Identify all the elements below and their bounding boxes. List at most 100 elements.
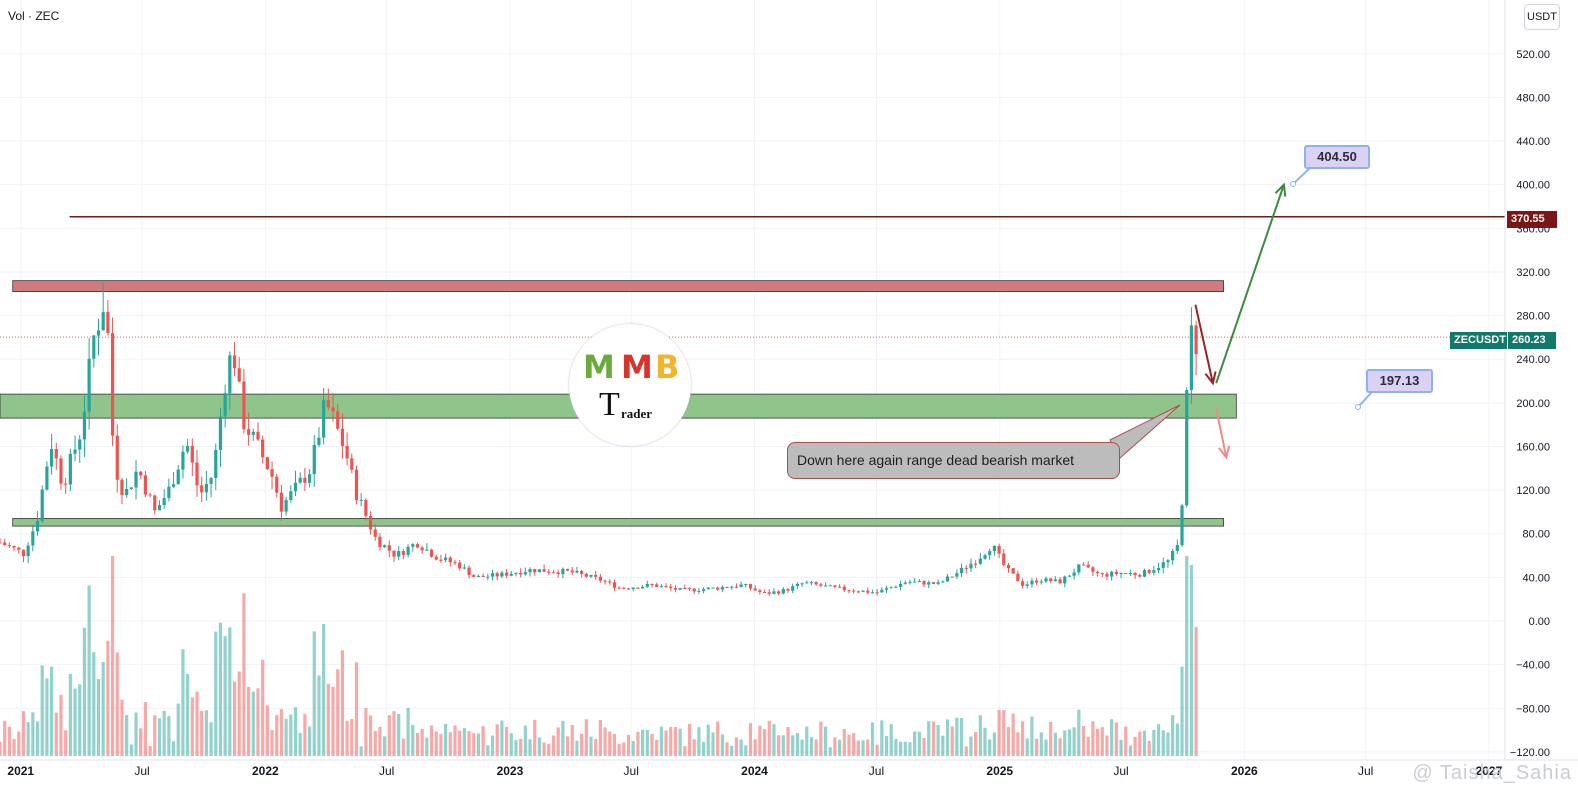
candle-body — [284, 500, 288, 512]
volume-bar — [641, 729, 645, 756]
target-down-callout[interactable]: 197.13 — [1366, 369, 1433, 393]
volume-bar — [35, 721, 40, 756]
volume-bar — [1020, 721, 1025, 756]
candle-body — [612, 582, 617, 588]
volume-bar — [945, 719, 950, 756]
candle-body — [439, 559, 443, 561]
volume-bar — [293, 707, 298, 756]
candle-body — [392, 550, 396, 557]
volume-bar — [565, 736, 570, 756]
volume-bar — [533, 719, 537, 756]
volume-bar — [537, 737, 542, 756]
volume-bar — [322, 624, 326, 756]
volume-bar — [852, 733, 856, 756]
candle-body — [903, 582, 907, 584]
volume-bar — [655, 739, 659, 756]
grid-lines — [0, 0, 1505, 760]
volume-indicator-label[interactable]: Vol · ZEC — [8, 9, 60, 23]
volume-bar — [429, 725, 434, 756]
candle-body — [856, 591, 860, 593]
volume-bar — [1044, 739, 1048, 756]
volume-bar — [92, 652, 96, 756]
candle-body — [0, 542, 2, 544]
volume-bar — [969, 736, 973, 756]
volume-bar — [584, 719, 588, 756]
volume-bar — [626, 734, 631, 756]
volume-bar — [317, 675, 321, 756]
candle-body — [1044, 578, 1048, 582]
candle-body — [218, 416, 223, 450]
candle-body — [1011, 568, 1015, 574]
candle-body — [565, 568, 570, 571]
volume-bar — [884, 736, 889, 756]
volume-bar — [1185, 556, 1189, 756]
candle-body — [917, 581, 921, 583]
volume-bar — [378, 726, 382, 756]
volume-bar — [472, 733, 476, 756]
candle-body — [762, 591, 767, 593]
candle-body — [373, 529, 377, 537]
resistance-price-badge: 370.55 — [1507, 211, 1557, 228]
volume-bar — [1091, 721, 1095, 756]
volume-bar — [171, 741, 176, 756]
time-tick-label: 2021 — [7, 764, 34, 778]
candle-body — [669, 586, 673, 589]
price-tick-label: 0.00 — [1529, 616, 1550, 628]
candle-body — [336, 411, 340, 429]
volume-bar — [772, 724, 776, 756]
candle-body — [1100, 573, 1104, 575]
volume-bar — [964, 746, 968, 756]
time-tick-label: 2024 — [741, 764, 768, 778]
volume-bar — [997, 709, 1001, 756]
candle-body — [983, 555, 987, 559]
volume-bar — [1086, 736, 1090, 756]
volume-bar — [415, 733, 420, 756]
volume-bar — [594, 738, 598, 756]
candle-body — [753, 588, 757, 591]
candle-body — [964, 567, 968, 569]
price-tick-label: 200.00 — [1516, 398, 1550, 410]
candle-body — [1016, 573, 1020, 582]
volume-bar — [1049, 722, 1053, 756]
candle-body — [927, 582, 931, 585]
candle-body — [317, 437, 321, 445]
volume-bar — [115, 652, 119, 756]
volume-bar — [368, 715, 373, 756]
volume-bar — [148, 745, 152, 756]
candle-body — [12, 546, 16, 548]
candle-body — [261, 439, 265, 458]
volume-bar — [959, 718, 964, 756]
candle-body — [307, 474, 312, 483]
volume-bar — [1105, 735, 1109, 756]
volume-bar — [809, 737, 814, 756]
volume-bar — [575, 740, 579, 756]
candle-body — [1166, 560, 1170, 563]
candle-body — [823, 585, 828, 587]
price-tick-label: −40.00 — [1516, 660, 1550, 672]
volume-bar — [617, 744, 621, 756]
candle-body — [884, 588, 889, 590]
candle-body — [795, 583, 799, 587]
target-up-callout[interactable]: 404.50 — [1304, 145, 1370, 169]
candle-body — [603, 580, 607, 582]
volume-bar — [40, 665, 44, 756]
volume-bar — [237, 671, 241, 756]
note-callout[interactable]: Down here again range dead bearish marke… — [787, 442, 1120, 479]
currency-button[interactable]: USDT — [1524, 4, 1560, 30]
volume-bar — [453, 725, 457, 756]
candle-body — [429, 549, 434, 557]
candle-body — [139, 471, 143, 476]
candle-body — [354, 469, 359, 501]
volume-bar — [232, 681, 237, 756]
volume-bar — [561, 720, 565, 756]
candle-body — [936, 582, 940, 584]
price-axis[interactable]: 520.00480.00440.00400.00360.00320.00280.… — [1504, 0, 1550, 760]
time-axis[interactable]: 2021 Jul 2022 Jul 2023 Jul 2024 Jul 2025 Jul 2026 J… — [0, 759, 1578, 778]
candle-body — [73, 449, 77, 454]
volume-bar — [805, 726, 809, 756]
candle-body — [96, 330, 101, 336]
candle-body — [293, 482, 298, 492]
candle-body — [847, 590, 851, 592]
volume-bar — [26, 722, 30, 756]
